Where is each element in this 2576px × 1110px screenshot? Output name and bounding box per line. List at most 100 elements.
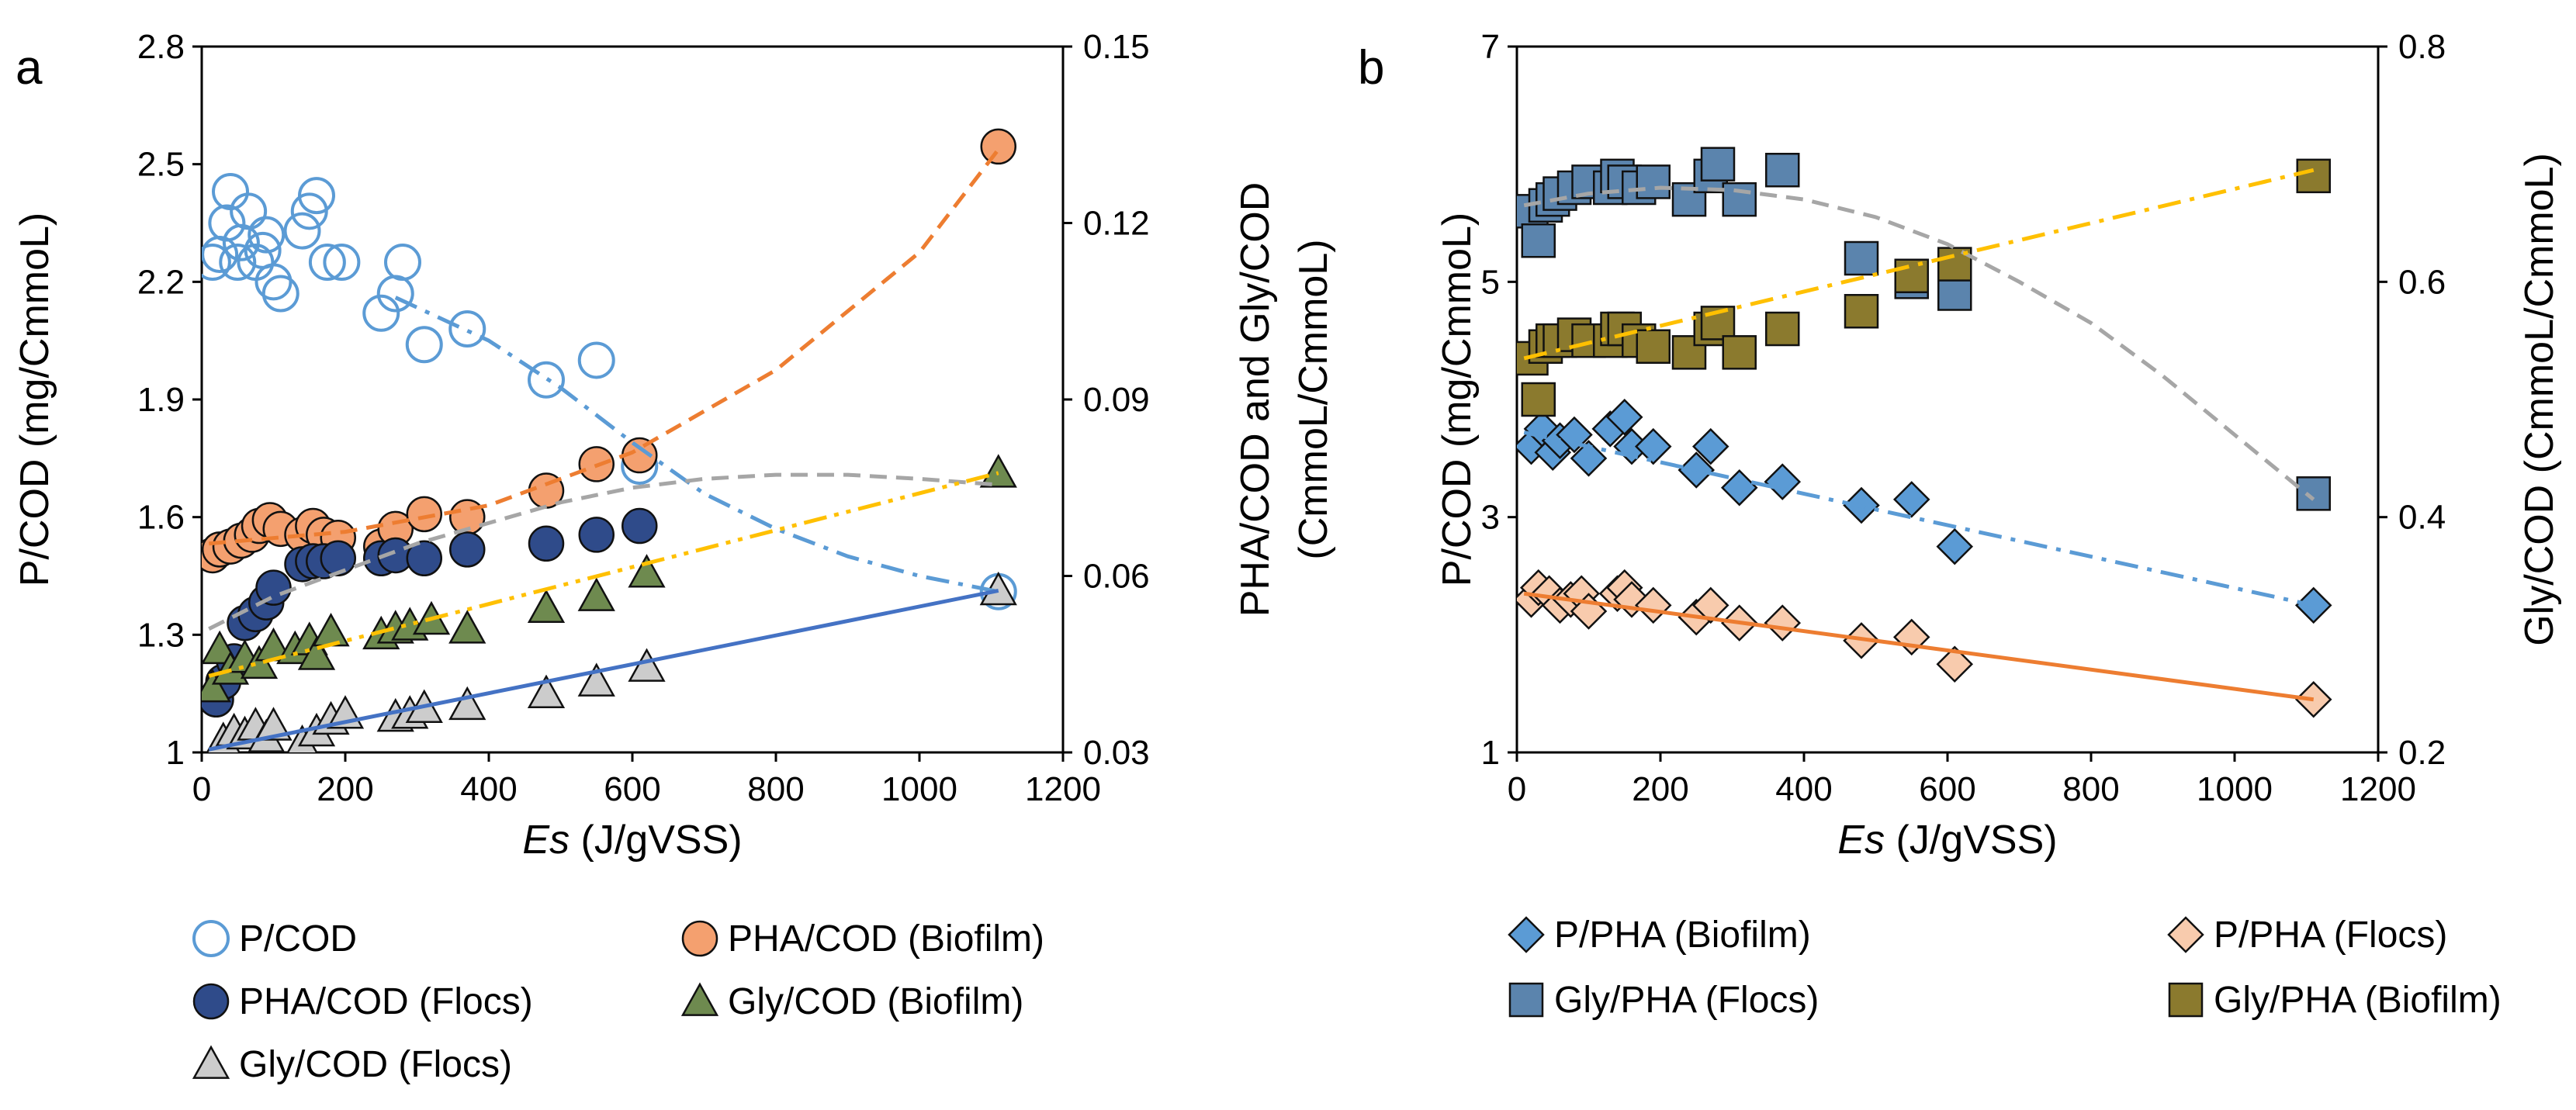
- panel-b-point-gly-pha-biofilm: [1521, 382, 1556, 417]
- panel-a-point-pha-cod-flocs: [621, 507, 658, 545]
- panel-b: b 0 200 400 600 800 1000 1200 1 3 5 7 0.2 0.4 0.6 0.8 Es…: [1358, 28, 2562, 1021]
- panel-b-legend-item-p-pha-flocs: P/PHA (Flocs): [2167, 915, 2447, 956]
- panel-b-legend-item-p-pha-biofilm: P/PHA (Biofilm): [1508, 915, 1811, 956]
- panel-b-x-tick-label: 600: [1919, 770, 1975, 808]
- panel-a-point-pha-cod-flocs: [528, 525, 565, 562]
- panel-a-legend-marker-p-cod: [192, 920, 230, 957]
- panel-b-point-gly-pha-biofilm: [1722, 335, 1757, 370]
- panel-a-point-gly-cod-biofilm: [628, 554, 666, 588]
- panel-a-point-gly-cod-biofilm: [979, 454, 1017, 488]
- panel-b-x-tick-label: 1000: [2197, 770, 2273, 808]
- panel-b-y2-tick-label: 0.6: [2398, 263, 2446, 301]
- panel-a-legend-marker-pha-cod-flocs: [192, 983, 230, 1020]
- panel-a-y2-tick-label: 0.03: [1083, 734, 1150, 772]
- panel-a-legend-item-p-cod: P/COD: [192, 918, 357, 960]
- panel-b-point-p-pha-biofilm: [1556, 416, 1593, 454]
- panel-a-y2-tick-label: 0.09: [1083, 381, 1150, 419]
- panel-a-legend-item-gly-cod-biofilm: Gly/COD (Biofilm): [680, 981, 1023, 1022]
- panel-b-point-gly-pha-flocs: [2296, 476, 2331, 511]
- panel-b-y-tick-label: 7: [1481, 28, 1500, 66]
- panel-b-y-tick-label: 5: [1481, 263, 1500, 301]
- panel-a-legend-marker-gly-cod-biofilm: [680, 982, 719, 1016]
- panel-a-point-pha-cod-flocs: [578, 517, 615, 553]
- panel-b-point-p-pha-biofilm: [1892, 481, 1930, 518]
- panel-a-point-pha-cod-flocs: [449, 531, 486, 568]
- panel-b-point-p-pha-biofilm: [1936, 527, 1974, 565]
- panel-b-legend: P/PHA (Biofilm) P/PHA (Flocs) Gly/PHA (Flo…: [1508, 915, 2502, 1021]
- panel-a-point-pha-cod-flocs: [406, 540, 442, 576]
- panel-a-point-p-cod: [448, 310, 486, 348]
- panel-a-y-tick-label: 1.9: [137, 381, 185, 419]
- panel-a-point-gly-cod-flocs: [527, 674, 566, 709]
- panel-a-point-p-cod: [384, 244, 421, 282]
- panel-a-legend-item-pha-cod-biofilm: PHA/COD (Biofilm): [681, 918, 1044, 960]
- panel-b-legend-marker-gly-pha-biofilm: [2168, 982, 2204, 1018]
- panel-a-y-tick-label: 2.2: [137, 263, 185, 301]
- panel-a-y2-tick-label: 0.12: [1083, 205, 1150, 243]
- panel-b-point-gly-pha-biofilm: [1894, 258, 1929, 293]
- panel-a-x-tick-label: 800: [747, 770, 804, 808]
- panel-a: a 0 200 400 600 800 1000 1200 1 1.3 1.6 1.9 2.2 2.5 2.…: [12, 28, 1336, 1085]
- panel-b-y-tick-label: 3: [1481, 499, 1500, 537]
- panel-b-point-p-pha-flocs: [1936, 645, 1974, 683]
- panel-a-x-tick-label: 0: [192, 770, 211, 808]
- panel-b-point-p-pha-biofilm: [1764, 463, 1802, 500]
- panel-a-point-p-cod: [212, 173, 249, 211]
- panel-a-y-tick-label: 1.6: [137, 499, 185, 537]
- panel-b-legend-label-gly-pha-flocs: Gly/PHA (Flocs): [1554, 980, 1819, 1021]
- panel-a-trendline-pha-cod-flocs: [208, 472, 999, 631]
- panel-a-point-pha-cod-biofilm: [406, 496, 442, 533]
- panel-b-point-p-pha-biofilm: [1720, 469, 1758, 507]
- panel-a-point-gly-cod-biofilm: [312, 612, 350, 647]
- panel-a-trendline-gly-cod-biofilm: [208, 471, 999, 678]
- panel-a-point-gly-cod-flocs: [628, 648, 666, 682]
- panel-a-x-axis-title-italic: Es: [522, 818, 570, 863]
- panel-b-legend-item-gly-pha-flocs: Gly/PHA (Flocs): [1508, 980, 1819, 1021]
- panel-a-point-p-cod: [528, 361, 565, 399]
- panel-a-point-p-cod: [323, 244, 361, 282]
- panel-a-x-tick-label: 200: [317, 770, 373, 808]
- panel-a-y2-axis-title-line2: (CmmoL/CmmoL): [1291, 239, 1336, 559]
- panel-a-y-axis-title: P/COD (mg/CmmoL): [12, 213, 57, 586]
- panel-a-point-p-cod: [208, 204, 246, 242]
- panel-a-y-tick-label: 2.5: [137, 146, 185, 184]
- panel-a-point-gly-cod-flocs: [577, 662, 615, 697]
- panel-a-legend-label-p-cod: P/COD: [239, 918, 357, 960]
- panel-a-x-axis-title: Es (J/gVSS): [522, 818, 742, 863]
- panel-b-x-tick-label: 0: [1508, 770, 1526, 808]
- panel-b-trendline-p-pha-biofilm: [1523, 431, 2315, 607]
- panel-a-point-gly-cod-flocs: [254, 707, 293, 741]
- panel-b-trendlines: [1523, 168, 2315, 702]
- panel-a-trendlines: [208, 148, 1000, 752]
- panel-b-point-p-pha-flocs: [1764, 604, 1802, 641]
- panel-a-legend-marker-pha-cod-biofilm: [681, 920, 718, 957]
- panel-b-point-gly-pha-biofilm: [1765, 311, 1800, 347]
- panel-a-point-p-cod: [230, 192, 268, 230]
- panel-a-trendline-gly-cod-flocs: [208, 589, 999, 752]
- panel-b-legend-label-p-pha-flocs: P/PHA (Flocs): [2214, 915, 2447, 956]
- panel-b-label: b: [1358, 41, 1384, 95]
- panel-a-point-p-cod: [577, 341, 615, 379]
- panel-a-point-p-cod: [405, 326, 443, 364]
- panel-b-y2-axis-title: Gly/COD (CmmoL/CmmoL): [2517, 153, 2562, 646]
- panel-a-legend-marker-gly-cod-flocs: [192, 1045, 230, 1079]
- panel-a-point-pha-cod-flocs: [255, 569, 292, 606]
- panel-b-trendline-gly-pha-flocs: [1523, 185, 2315, 501]
- panel-a-trendline-p-cod: [394, 296, 999, 594]
- panel-a-x-tick-label: 1000: [881, 770, 957, 808]
- panel-a-point-gly-cod-biofilm: [202, 669, 231, 703]
- panel-b-trendline-gly-pha-biofilm: [1523, 168, 2315, 361]
- panel-a-point-p-cod: [202, 244, 231, 282]
- panel-b-point-gly-pha-flocs: [1636, 164, 1671, 199]
- panel-b-point-gly-pha-flocs: [1844, 240, 1879, 276]
- panel-b-x-axis-title-rest: (J/gVSS): [1885, 818, 2058, 863]
- panel-a-point-gly-cod-biofilm: [527, 589, 566, 624]
- panel-a-legend-item-pha-cod-flocs: PHA/COD (Flocs): [192, 981, 533, 1022]
- panel-a-y2-axis-title-line1: PHA/COD and Gly/COD: [1233, 182, 1278, 617]
- panel-b-y-axis-title: P/COD (mg/CmmoL): [1435, 213, 1480, 586]
- panel-b-point-gly-pha-flocs: [1700, 147, 1736, 182]
- panel-b-markers: [1517, 147, 2332, 718]
- panel-b-legend-item-gly-pha-biofilm: Gly/PHA (Biofilm): [2168, 980, 2502, 1021]
- panel-a-point-p-cod: [362, 294, 400, 332]
